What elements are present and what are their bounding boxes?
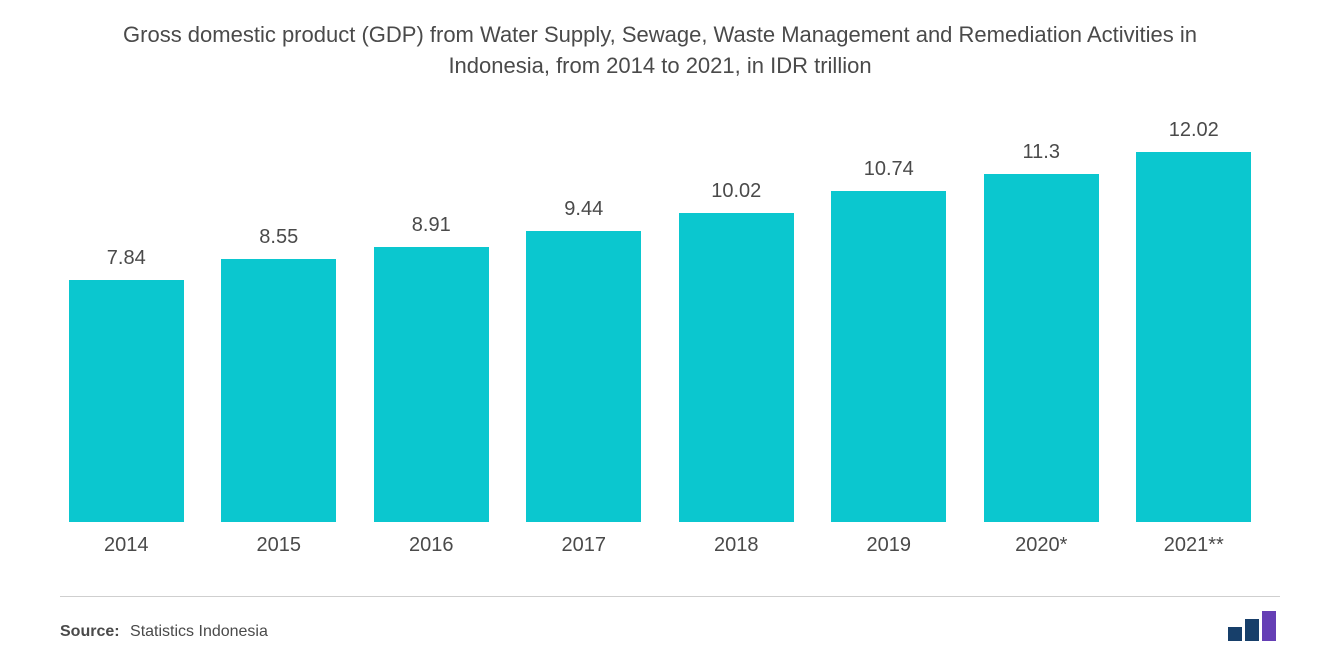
bar-value-label: 8.91: [412, 214, 451, 237]
bar-group: 9.44: [516, 198, 653, 521]
x-axis-label: 2021**: [1126, 534, 1263, 557]
logo-bar-1: [1228, 627, 1242, 641]
brand-logo-icon: [1228, 611, 1280, 641]
bar-group: 7.84: [58, 247, 195, 521]
plot-area: 7.84 8.55 8.91 9.44 10.02 10.74 11.3 12.02: [40, 122, 1280, 522]
bar: [221, 259, 336, 522]
x-axis-label: 2014: [58, 534, 195, 557]
source-prefix: Source:: [60, 623, 120, 640]
chart-title: Gross domestic product (GDP) from Water …: [40, 20, 1280, 82]
bar: [69, 280, 184, 521]
chart-footer: Source: Statistics Indonesia: [60, 596, 1280, 641]
bar: [679, 213, 794, 521]
x-axis-label: 2017: [516, 534, 653, 557]
logo-bar-3: [1262, 611, 1276, 641]
bar-value-label: 7.84: [107, 247, 146, 270]
bar-group: 8.55: [211, 226, 348, 522]
chart-container: Gross domestic product (GDP) from Water …: [0, 0, 1320, 665]
bar-value-label: 10.02: [711, 180, 761, 203]
bar: [1136, 152, 1251, 522]
x-axis-label: 2016: [363, 534, 500, 557]
bar-value-label: 9.44: [564, 198, 603, 221]
bar-group: 10.02: [668, 180, 805, 521]
bar-value-label: 8.55: [259, 226, 298, 249]
bar-value-label: 11.3: [1023, 141, 1060, 164]
x-axis-labels: 2014 2015 2016 2017 2018 2019 2020* 2021**: [40, 522, 1280, 557]
bar-group: 11.3: [973, 141, 1110, 522]
x-axis-label: 2019: [821, 534, 958, 557]
bar-group: 8.91: [363, 214, 500, 521]
bar-group: 12.02: [1126, 119, 1263, 522]
bar-value-label: 10.74: [864, 158, 914, 181]
bar: [984, 174, 1099, 522]
bar: [526, 231, 641, 521]
x-axis-label: 2015: [211, 534, 348, 557]
x-axis-label: 2020*: [973, 534, 1110, 557]
bar: [831, 191, 946, 521]
bar-group: 10.74: [821, 158, 958, 521]
bar-value-label: 12.02: [1169, 119, 1219, 142]
source-line: Source: Statistics Indonesia: [60, 623, 268, 641]
bar: [374, 247, 489, 521]
logo-bar-2: [1245, 619, 1259, 641]
source-text: Statistics Indonesia: [130, 623, 268, 640]
x-axis-label: 2018: [668, 534, 805, 557]
